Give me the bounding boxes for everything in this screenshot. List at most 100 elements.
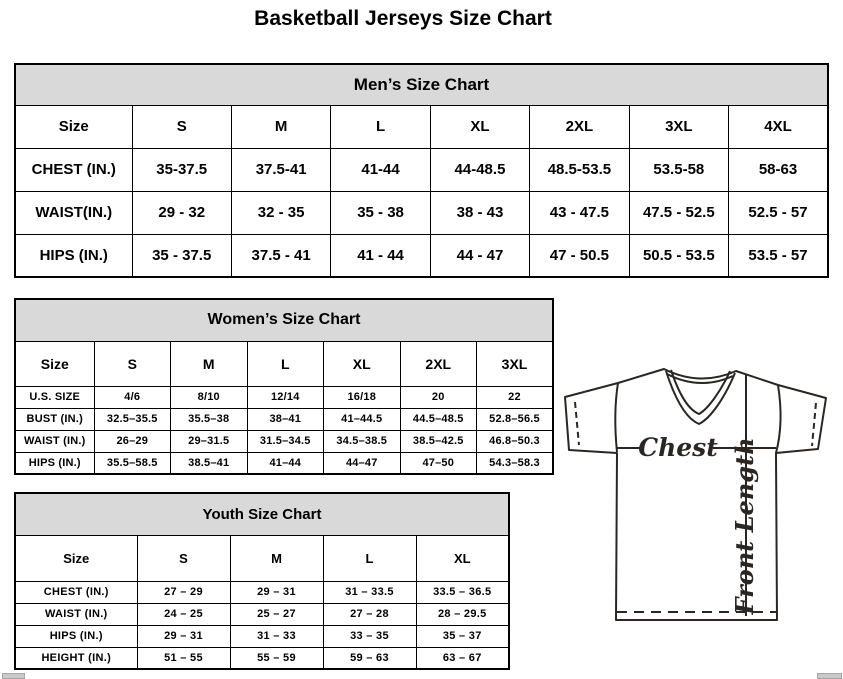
horizontal-scrollbar-right-cap[interactable] xyxy=(817,673,842,679)
measurement-value-cell: 32 - 35 xyxy=(230,190,332,235)
jersey-vneck-inner xyxy=(670,369,731,415)
measurement-value-cell: 35-37.5 xyxy=(131,147,232,192)
measurement-value-cell: 54.3–58.3 xyxy=(476,451,554,475)
measurement-label: HIPS (IN.) xyxy=(14,624,138,648)
measurement-row: WAIST(IN.) 29 - 32 32 - 35 35 - 38 38 - 43 43… xyxy=(14,190,829,235)
measurement-row: WAIST (IN.) 24 – 25 25 – 27 27 – 28 28 – 29.… xyxy=(14,602,510,626)
measurement-value-cell: 31.5–34.5 xyxy=(246,429,324,453)
size-column-3xl: 3XL xyxy=(476,340,554,387)
womens-table-title-row: Women’s Size Chart xyxy=(14,298,554,342)
mens-size-table: Men’s Size Chart Size S M L XL 2XL 3XL 4XL CHES… xyxy=(14,63,829,278)
measurement-value-cell: 22 xyxy=(476,385,554,409)
jersey-diagram-svg: Chest Front Length xyxy=(564,368,827,621)
jersey-left-cuff-dashed-line xyxy=(574,401,580,446)
measurement-value-cell: 52.5 - 57 xyxy=(728,190,829,235)
measurement-value-cell: 31 – 33 xyxy=(229,624,324,648)
measurement-value-cell: 63 – 67 xyxy=(415,646,510,670)
measurement-value-cell: 38.5–41 xyxy=(170,451,248,475)
measurement-value-cell: 35.5–58.5 xyxy=(93,451,171,475)
horizontal-scrollbar-left-cap[interactable] xyxy=(2,673,25,679)
measurement-value-cell: 31 – 33.5 xyxy=(322,580,417,604)
measurement-value-cell: 38 - 43 xyxy=(429,190,531,235)
measurement-row: HIPS (IN.) 35 - 37.5 37.5 - 41 41 - 44 44 - … xyxy=(14,233,829,278)
measurement-value-cell: 28 – 29.5 xyxy=(415,602,510,626)
measurement-value-cell: 47–50 xyxy=(399,451,477,475)
measurement-row: WAIST (IN.) 26–29 29–31.5 31.5–34.5 34.5–38.… xyxy=(14,429,554,453)
measurement-label: HEIGHT (IN.) xyxy=(14,646,138,670)
measurement-value-cell: 41-44 xyxy=(330,147,431,192)
measurement-value-cell: 12/14 xyxy=(246,385,324,409)
measurement-value-cell: 47.5 - 52.5 xyxy=(628,190,730,235)
measurement-value-cell: 29–31.5 xyxy=(170,429,248,453)
measurement-value-cell: 29 - 32 xyxy=(131,190,232,235)
size-column-m: M xyxy=(170,340,248,387)
chest-label: Chest xyxy=(638,433,718,462)
measurement-value-cell: 8/10 xyxy=(170,385,248,409)
measurement-value-cell: 16/18 xyxy=(323,385,401,409)
size-header: Size xyxy=(14,534,138,582)
measurement-value-cell: 41–44.5 xyxy=(323,407,401,431)
mens-table-title-row: Men’s Size Chart xyxy=(14,63,829,106)
measurement-value-cell: 27 – 29 xyxy=(136,580,231,604)
size-column-3xl: 3XL xyxy=(628,104,730,149)
size-column-s: S xyxy=(131,104,232,149)
measurement-value-cell: 52.8–56.5 xyxy=(476,407,554,431)
measurement-value-cell: 35 - 37.5 xyxy=(131,233,232,278)
measurement-value-cell: 41–44 xyxy=(246,451,324,475)
measurement-label: BUST (IN.) xyxy=(14,407,95,431)
size-column-xl: XL xyxy=(429,104,531,149)
measurement-row: HIPS (IN.) 35.5–58.5 38.5–41 41–44 44–47 47–5… xyxy=(14,451,554,475)
jersey-measurement-diagram: Chest Front Length xyxy=(560,360,841,626)
measurement-row: HIPS (IN.) 29 – 31 31 – 33 33 – 35 35 – 37 xyxy=(14,624,510,648)
youth-table-title: Youth Size Chart xyxy=(14,492,510,536)
size-header: Size xyxy=(14,104,133,149)
measurement-value-cell: 35.5–38 xyxy=(170,407,248,431)
measurement-value-cell: 48.5-53.5 xyxy=(529,147,630,192)
mens-table-title: Men’s Size Chart xyxy=(14,63,829,106)
jersey-left-seam xyxy=(614,382,619,453)
measurement-value-cell: 53.5 - 57 xyxy=(728,233,829,278)
measurement-value-cell: 58-63 xyxy=(728,147,829,192)
measurement-label: WAIST (IN.) xyxy=(14,602,138,626)
youth-size-table: Youth Size Chart Size S M L XL CHEST (IN.) 27… xyxy=(14,492,510,670)
size-column-2xl: 2XL xyxy=(529,104,630,149)
measurement-value-cell: 24 – 25 xyxy=(136,602,231,626)
measurement-value-cell: 59 – 63 xyxy=(322,646,417,670)
measurement-row: BUST (IN.) 32.5–35.5 35.5–38 38–41 41–44.5 44… xyxy=(14,407,554,431)
measurement-value-cell: 41 - 44 xyxy=(330,233,431,278)
measurement-label: WAIST(IN.) xyxy=(14,190,133,235)
measurement-label: HIPS (IN.) xyxy=(14,233,133,278)
jersey-vneck-outer xyxy=(665,370,736,425)
measurement-value-cell: 44.5–48.5 xyxy=(399,407,477,431)
page-title: Basketball Jerseys Size Chart xyxy=(254,7,552,30)
measurement-label: HIPS (IN.) xyxy=(14,451,95,475)
measurement-value-cell: 20 xyxy=(399,385,477,409)
measurement-value-cell: 51 – 55 xyxy=(136,646,231,670)
front-length-label: Front Length xyxy=(730,437,759,615)
size-column-2xl: 2XL xyxy=(399,340,477,387)
measurement-row: U.S. SIZE 4/6 8/10 12/14 16/18 20 22 xyxy=(14,385,554,409)
measurement-label: WAIST (IN.) xyxy=(14,429,95,453)
measurement-value-cell: 25 – 27 xyxy=(229,602,324,626)
measurement-row: HEIGHT (IN.) 51 – 55 55 – 59 59 – 63 63 – 67 xyxy=(14,646,510,670)
measurement-value-cell: 4/6 xyxy=(93,385,171,409)
measurement-value-cell: 53.5-58 xyxy=(628,147,730,192)
measurement-value-cell: 38.5–42.5 xyxy=(399,429,477,453)
measurement-value-cell: 50.5 - 53.5 xyxy=(628,233,730,278)
measurement-value-cell: 43 - 47.5 xyxy=(529,190,630,235)
jersey-right-seam xyxy=(775,384,782,454)
size-column-s: S xyxy=(136,534,231,582)
measurement-value-cell: 44 - 47 xyxy=(429,233,531,278)
measurement-value-cell: 33 – 35 xyxy=(322,624,417,648)
jersey-outline xyxy=(564,368,827,621)
size-column-xl: XL xyxy=(323,340,401,387)
size-header: Size xyxy=(14,340,95,387)
measurement-label: CHEST (IN.) xyxy=(14,580,138,604)
measurement-row: CHEST (IN.) 35-37.5 37.5-41 41-44 44-48.5 48.… xyxy=(14,147,829,192)
size-column-l: L xyxy=(246,340,324,387)
measurement-value-cell: 29 – 31 xyxy=(136,624,231,648)
youth-table-title-row: Youth Size Chart xyxy=(14,492,510,536)
measurement-value-cell: 26–29 xyxy=(93,429,171,453)
womens-size-table: Women’s Size Chart Size S M L XL 2XL 3XL U.S. … xyxy=(14,298,554,475)
measurement-value-cell: 44–47 xyxy=(323,451,401,475)
